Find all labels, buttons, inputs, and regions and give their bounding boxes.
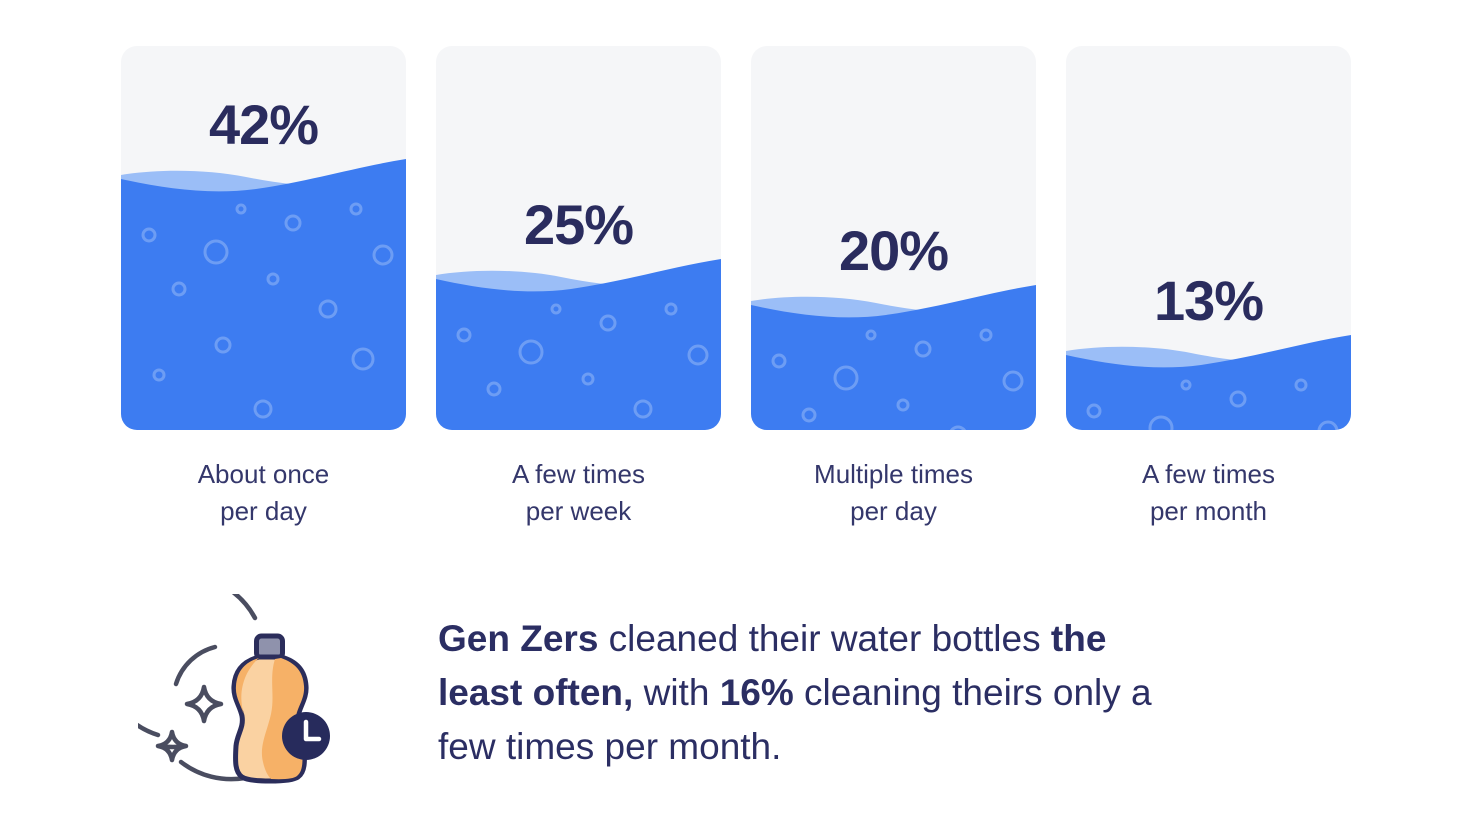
summary-bold-run: the <box>1050 618 1107 659</box>
summary-run: few times per month. <box>438 726 782 767</box>
bottle-cleaning-icon <box>138 594 330 784</box>
clock-icon <box>282 712 330 760</box>
bubbles <box>141 202 394 419</box>
summary-bold-run: Gen Zers <box>438 618 599 659</box>
wave-body <box>121 159 406 430</box>
frequency-card: 13% <box>1066 46 1351 430</box>
frequency-label: About once per day <box>197 459 330 526</box>
water-fill-illustration <box>436 259 721 430</box>
percent-value: 42% <box>208 93 319 156</box>
wave-body <box>751 285 1036 430</box>
frequency-card-column: 20% Multiple times per day <box>751 46 1036 530</box>
summary-text: Gen Zers cleaned their water bottles the… <box>438 612 1338 774</box>
percent-value: 13% <box>1153 269 1264 332</box>
wave-body <box>436 259 721 430</box>
frequency-label: Multiple times per day <box>814 459 973 526</box>
frequency-card: 25% <box>436 46 721 430</box>
bubbles <box>456 302 709 419</box>
frequency-label: A few times per month <box>1142 459 1275 526</box>
frequency-label: A few times per week <box>512 459 645 526</box>
frequency-card-column: 42% About once per day <box>121 46 406 530</box>
summary-line: least often, with 16% cleaning theirs on… <box>438 666 1338 720</box>
summary-bold-run: least often, <box>438 672 634 713</box>
frequency-card-column: 25% A few times per week <box>436 46 721 530</box>
summary-run: cleaned their water bottles <box>598 618 1051 659</box>
frequency-card: 20% <box>751 46 1036 430</box>
summary-line: Gen Zers cleaned their water bottles the <box>438 612 1338 666</box>
percent-value: 25% <box>523 193 634 256</box>
bubbles <box>1086 378 1339 430</box>
water-fill-illustration <box>121 159 406 430</box>
summary-run: with <box>633 672 720 713</box>
water-fill-illustration <box>1066 335 1351 430</box>
frequency-card-column: 13% A few times per month <box>1066 46 1351 530</box>
percent-value: 20% <box>838 219 949 282</box>
summary-bold-run: 16% <box>719 672 794 713</box>
summary-run: cleaning theirs only a <box>793 672 1152 713</box>
wave-body <box>1066 335 1351 430</box>
frequency-cards-row: 42% About once per day 25% A few times per we… <box>121 46 1351 530</box>
sparkle-icon <box>155 684 224 763</box>
sparkle-arc-icon <box>138 594 258 782</box>
water-fill-illustration <box>751 285 1036 430</box>
frequency-card: 42% <box>121 46 406 430</box>
bubbles <box>771 328 1024 430</box>
summary-line: few times per month. <box>438 720 1338 774</box>
